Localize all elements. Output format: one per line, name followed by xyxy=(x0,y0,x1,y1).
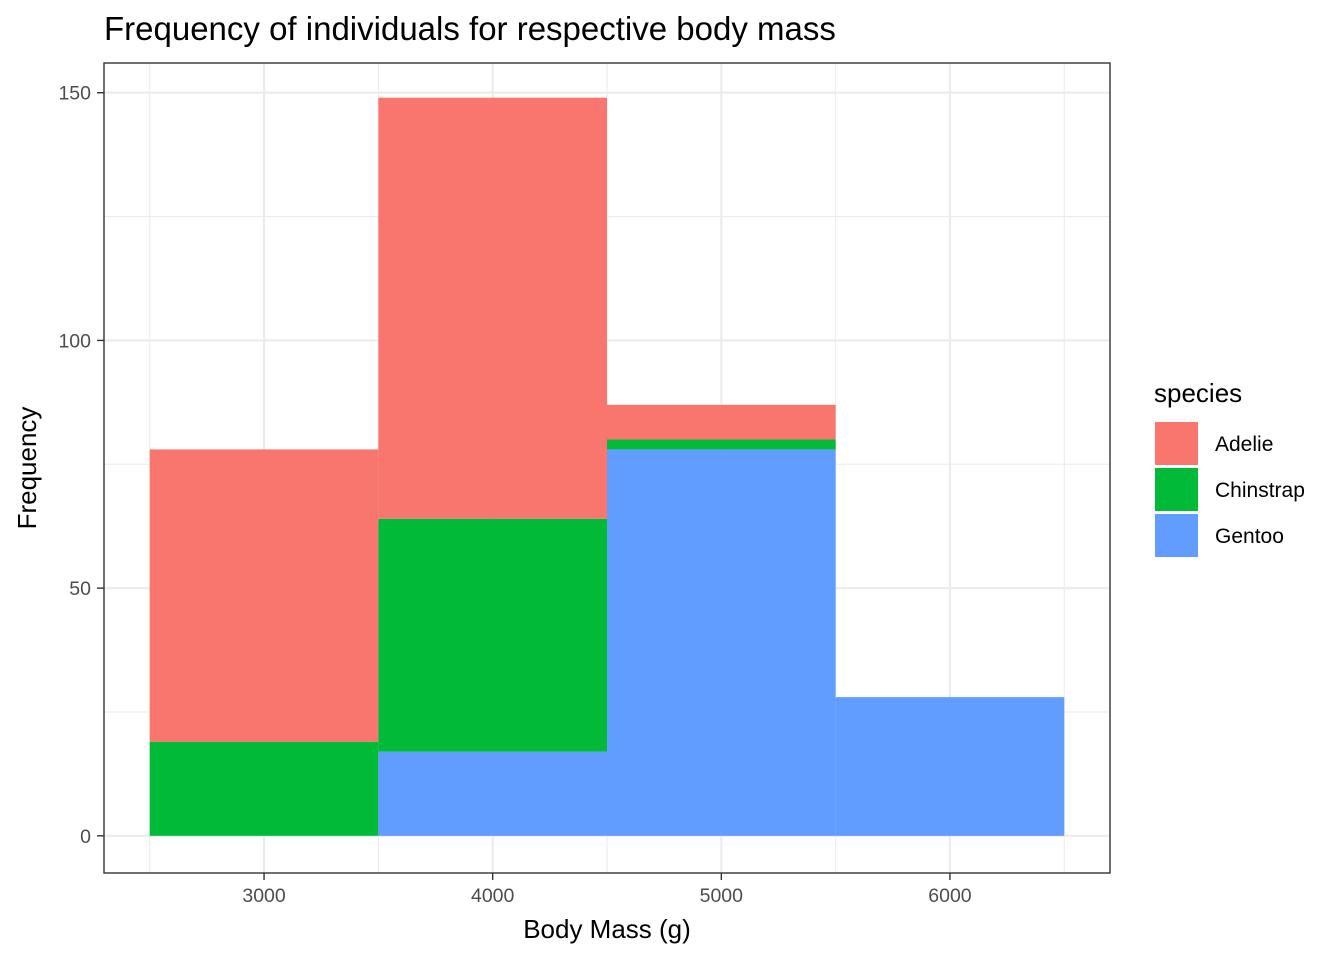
y-tick-label: 150 xyxy=(58,83,91,105)
y-tick-label: 100 xyxy=(58,330,91,352)
legend-key-gentoo xyxy=(1155,514,1198,557)
y-tick-label: 0 xyxy=(80,826,91,848)
legend-label-chinstrap: Chinstrap xyxy=(1215,479,1305,502)
bar-adelie-3000 xyxy=(149,449,379,742)
x-tick-label: 5000 xyxy=(700,885,744,907)
chart-title: Frequency of individuals for respective … xyxy=(104,10,836,47)
bar-chinstrap-5000 xyxy=(607,439,836,450)
legend-label-adelie: Adelie xyxy=(1215,433,1273,456)
bars xyxy=(149,97,1065,836)
bar-adelie-4000 xyxy=(378,97,607,519)
legend-title: species xyxy=(1154,378,1242,408)
x-tick-label: 4000 xyxy=(471,885,515,907)
y-tick-label: 50 xyxy=(69,578,91,600)
panel-border xyxy=(103,62,1111,874)
bar-chinstrap-4000 xyxy=(378,518,607,752)
x-tick-label: 3000 xyxy=(242,885,286,907)
bar-adelie-5000 xyxy=(607,404,836,440)
y-axis-title: Frequency xyxy=(12,407,42,530)
legend-key-adelie xyxy=(1155,422,1198,465)
legend-label-gentoo: Gentoo xyxy=(1215,525,1284,548)
x-axis-title: Body Mass (g) xyxy=(523,914,691,944)
legend-key-chinstrap xyxy=(1155,468,1198,511)
bar-chinstrap-3000 xyxy=(149,741,379,836)
x-tick-label: 6000 xyxy=(928,885,972,907)
legend: species Adelie Chinstrap Gentoo xyxy=(1154,378,1305,557)
bar-gentoo-5000 xyxy=(607,449,836,836)
axes: 3000 4000 5000 6000 0 50 100 150 xyxy=(58,83,971,907)
bar-gentoo-4000 xyxy=(378,751,607,836)
bar-gentoo-6000 xyxy=(835,697,1065,836)
